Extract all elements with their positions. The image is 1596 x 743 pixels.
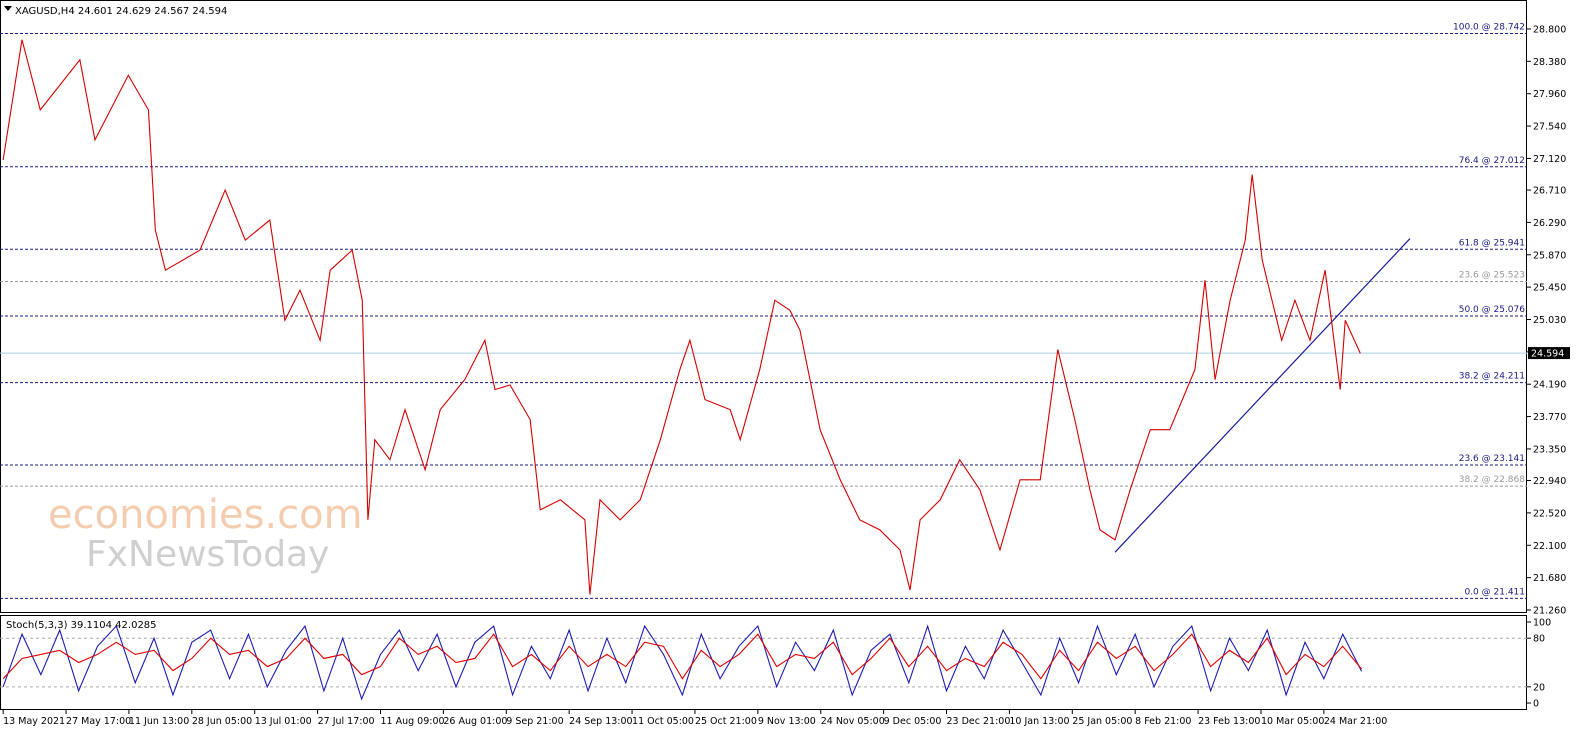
y-tick-label: 0 bbox=[1533, 699, 1539, 710]
trendline bbox=[1114, 238, 1411, 553]
y-tick-label: 23.770 bbox=[1533, 412, 1566, 423]
x-tick-label: 24 Sep 13:00 bbox=[569, 716, 632, 727]
fib-label: 76.4 @ 27.012 bbox=[1459, 156, 1525, 166]
stoch-panel bbox=[0, 615, 1527, 710]
x-tick-label: 23 Dec 21:00 bbox=[947, 716, 1011, 727]
y-tick-label: 22.520 bbox=[1533, 508, 1566, 519]
y-tick-label: 20 bbox=[1533, 682, 1545, 693]
x-tick-label: 23 Feb 13:00 bbox=[1198, 716, 1260, 727]
x-tick-label: 27 May 17:00 bbox=[66, 716, 131, 727]
x-tick-label: 11 Jun 13:00 bbox=[129, 716, 189, 727]
y-tick-label: 26.290 bbox=[1533, 218, 1566, 229]
y-tick-label: 80 bbox=[1533, 634, 1545, 645]
fib-label: 100.0 @ 28.742 bbox=[1453, 22, 1525, 32]
series-line bbox=[2, 624, 1363, 701]
menu-arrow[interactable] bbox=[4, 6, 12, 11]
fib-label: 38.2 @ 22.868 bbox=[1459, 475, 1526, 485]
x-tick-label: 9 Nov 13:00 bbox=[758, 716, 816, 727]
y-tick-label: 27.540 bbox=[1533, 122, 1566, 133]
y-tick-label: 27.960 bbox=[1533, 89, 1566, 100]
y-tick-label: 100 bbox=[1533, 617, 1551, 628]
current-price-label: 24.594 bbox=[1531, 349, 1564, 360]
y-tick-label: 25.030 bbox=[1533, 315, 1566, 326]
x-tick-label: 13 Jul 01:00 bbox=[255, 716, 312, 727]
x-tick-label: 9 Sep 21:00 bbox=[506, 716, 563, 727]
fib-label: 23.6 @ 25.523 bbox=[1459, 270, 1525, 280]
x-tick-label: 27 Jul 17:00 bbox=[318, 716, 375, 727]
x-tick-label: 25 Oct 21:00 bbox=[695, 716, 757, 727]
x-tick-label: 8 Feb 21:00 bbox=[1135, 716, 1191, 727]
x-tick-label: 25 Jan 05:00 bbox=[1072, 716, 1132, 727]
series-line bbox=[2, 39, 1361, 595]
watermark: economies.com bbox=[48, 492, 363, 538]
watermark: FxNewsToday bbox=[86, 534, 329, 575]
y-tick-label: 28.380 bbox=[1533, 57, 1566, 68]
y-tick-label: 27.120 bbox=[1533, 154, 1566, 165]
y-tick-label: 21.680 bbox=[1533, 573, 1566, 584]
series-line bbox=[2, 633, 1363, 680]
y-tick-label: 22.940 bbox=[1533, 476, 1566, 487]
stoch-title: Stoch(5,3,3) 39.1104 42.0285 bbox=[6, 620, 157, 631]
fib-label: 23.6 @ 23.141 bbox=[1459, 454, 1525, 464]
chart-title: XAGUSD,H4 24.601 24.629 24.567 24.594 bbox=[15, 6, 227, 17]
fib-label: 38.2 @ 24.211 bbox=[1459, 372, 1525, 382]
x-tick-label: 26 Aug 01:00 bbox=[443, 716, 507, 727]
x-tick-label: 10 Mar 05:00 bbox=[1261, 716, 1324, 727]
x-tick-label: 11 Oct 05:00 bbox=[632, 716, 694, 727]
x-tick-label: 13 May 2021 bbox=[3, 716, 65, 727]
x-tick-label: 24 Nov 05:00 bbox=[821, 716, 885, 727]
main-panel bbox=[0, 0, 1527, 613]
x-tick-label: 9 Dec 05:00 bbox=[884, 716, 942, 727]
y-tick-label: 22.100 bbox=[1533, 541, 1566, 552]
y-tick-label: 25.450 bbox=[1533, 283, 1566, 294]
y-tick-label: 26.710 bbox=[1533, 186, 1566, 197]
x-tick-label: 24 Mar 21:00 bbox=[1324, 716, 1387, 727]
y-tick-label: 21.260 bbox=[1533, 605, 1566, 616]
x-tick-label: 28 Jun 05:00 bbox=[192, 716, 252, 727]
x-tick-label: 10 Jan 13:00 bbox=[1009, 716, 1069, 727]
x-tick-label: 11 Aug 09:00 bbox=[380, 716, 444, 727]
fib-label: 50.0 @ 25.076 bbox=[1459, 305, 1526, 315]
y-tick-label: 24.190 bbox=[1533, 380, 1566, 391]
fib-label: 61.8 @ 25.941 bbox=[1459, 238, 1525, 248]
y-tick-label: 28.800 bbox=[1533, 24, 1566, 35]
fib-label: 0.0 @ 21.411 bbox=[1464, 587, 1525, 597]
current-price-box bbox=[1528, 347, 1570, 360]
y-tick-label: 23.350 bbox=[1533, 444, 1566, 455]
y-tick-label: 25.870 bbox=[1533, 250, 1566, 261]
